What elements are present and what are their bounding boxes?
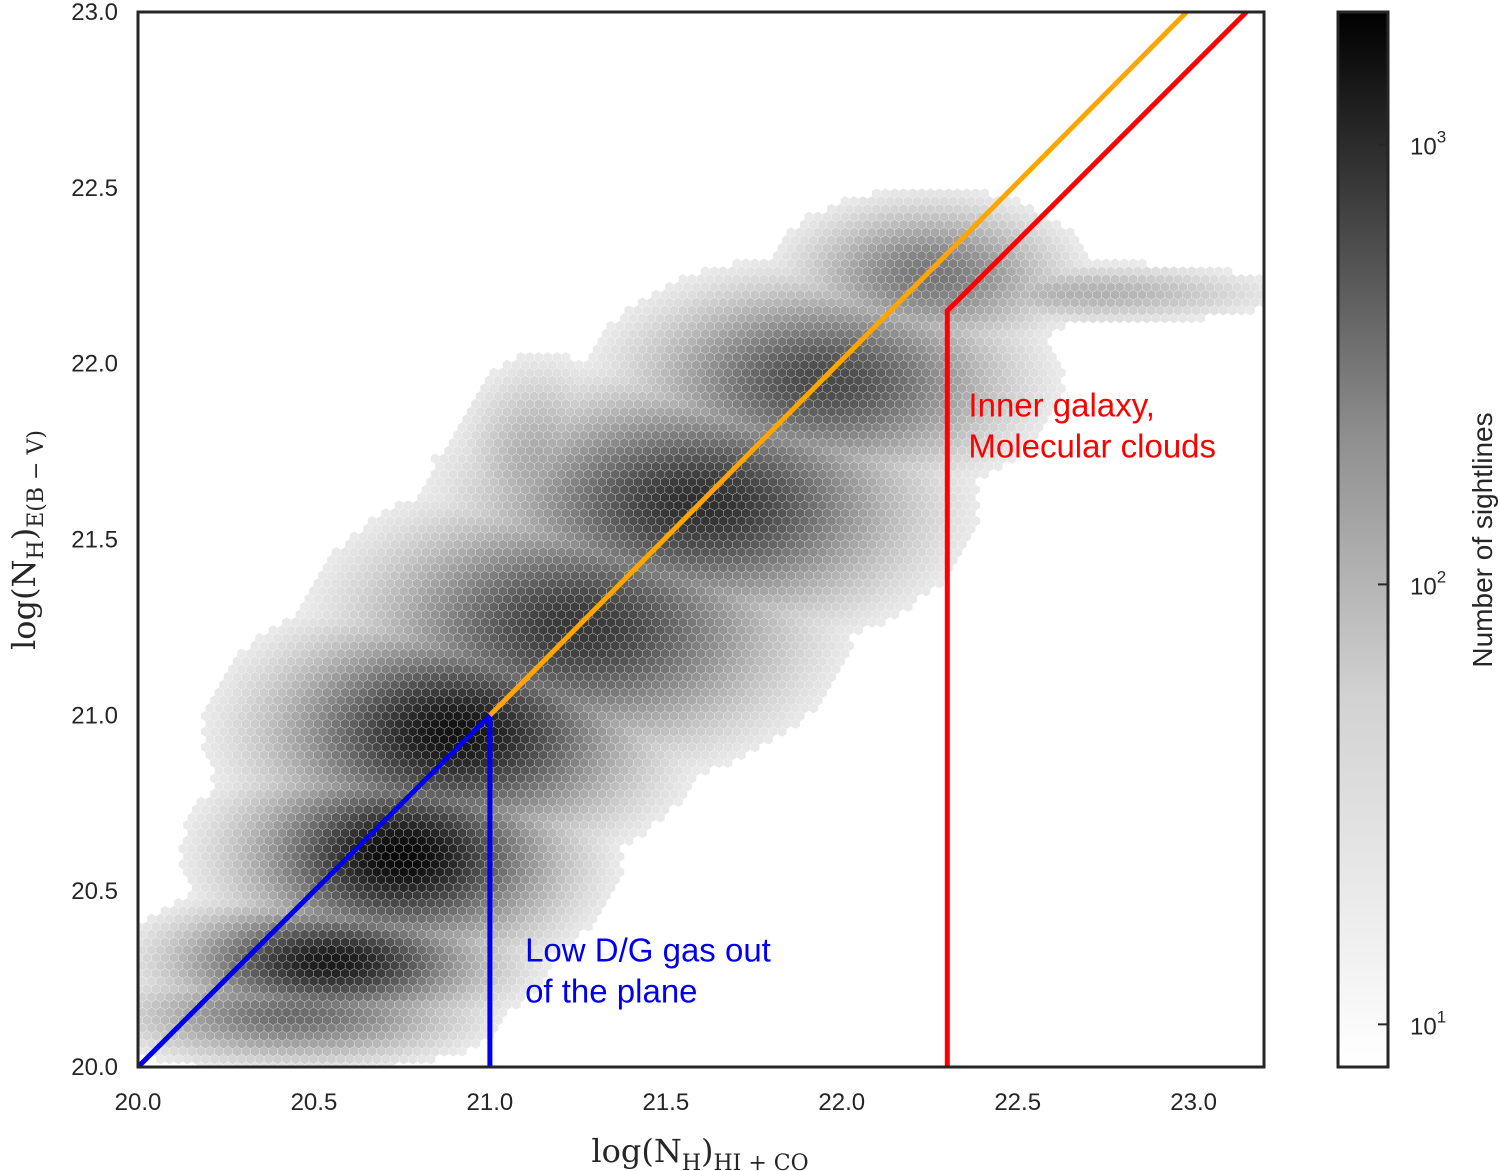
hex-cell <box>196 796 206 808</box>
hex-cell <box>367 515 378 527</box>
hex-cell <box>349 531 360 543</box>
hex-cell <box>380 507 391 519</box>
hex-cell <box>254 632 265 644</box>
hex-cell <box>236 648 247 660</box>
hex-cell <box>430 453 441 465</box>
hex-cell <box>403 499 414 511</box>
hex-cell <box>268 624 278 636</box>
hex-cell <box>331 546 341 558</box>
hex-cell <box>281 616 292 628</box>
hex-cell <box>146 913 157 925</box>
hex-cell <box>160 905 170 917</box>
hexbin-cells <box>138 187 1264 1067</box>
hex-cell <box>173 897 184 909</box>
hex-cell <box>394 499 405 511</box>
